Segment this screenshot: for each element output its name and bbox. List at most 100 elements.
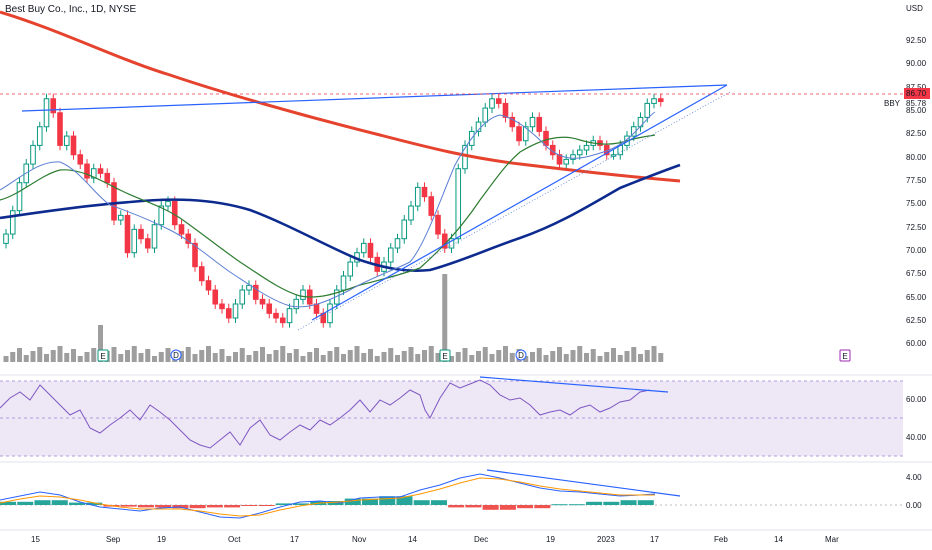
candle[interactable] xyxy=(90,168,97,179)
candle[interactable] xyxy=(50,98,57,114)
candle[interactable] xyxy=(144,238,151,249)
candle[interactable] xyxy=(178,224,185,235)
alert-label[interactable]: BBY xyxy=(884,99,901,108)
candle[interactable] xyxy=(360,242,367,254)
dividend-marker[interactable]: D xyxy=(170,349,182,361)
candle[interactable] xyxy=(63,135,70,146)
rsi-axis[interactable]: 60.00 40.00 xyxy=(906,395,927,442)
candle[interactable] xyxy=(225,308,232,319)
support-trendline[interactable] xyxy=(311,84,728,321)
candle[interactable] xyxy=(516,126,522,142)
candle[interactable] xyxy=(9,210,16,235)
candle[interactable] xyxy=(252,284,259,300)
candle[interactable] xyxy=(266,303,273,314)
candle[interactable] xyxy=(77,154,84,165)
candle[interactable] xyxy=(16,182,23,212)
earnings-marker[interactable]: E xyxy=(97,349,109,362)
candle[interactable] xyxy=(435,214,441,235)
dividend-marker[interactable]: D xyxy=(515,349,527,361)
candle[interactable] xyxy=(563,158,570,165)
candle[interactable] xyxy=(97,168,104,174)
candle[interactable] xyxy=(171,200,178,226)
candle[interactable] xyxy=(657,98,664,103)
candle[interactable] xyxy=(651,98,657,104)
candle[interactable] xyxy=(192,242,198,268)
candle[interactable] xyxy=(43,98,50,128)
candle[interactable] xyxy=(482,107,489,123)
time-axis[interactable]: 15 Sep 19 Oct 17 Nov 14 Dec 19 2023 17 F… xyxy=(31,535,839,544)
candle[interactable] xyxy=(198,266,205,282)
ma200-line[interactable] xyxy=(0,10,681,183)
candle[interactable] xyxy=(30,144,36,165)
candle[interactable] xyxy=(509,116,516,128)
candle[interactable] xyxy=(300,289,306,300)
macd-axis[interactable]: 4.00 0.00 xyxy=(906,473,922,510)
candle[interactable] xyxy=(347,261,354,277)
candle[interactable] xyxy=(327,303,333,324)
candle[interactable] xyxy=(138,228,144,240)
resistance-trendline[interactable] xyxy=(21,84,728,112)
macd-line[interactable] xyxy=(0,473,656,519)
candle[interactable] xyxy=(232,303,239,319)
candle[interactable] xyxy=(570,154,576,160)
candle[interactable] xyxy=(70,135,77,156)
candle[interactable] xyxy=(286,308,293,324)
candle[interactable] xyxy=(212,289,219,305)
candle[interactable] xyxy=(185,233,192,244)
candle[interactable] xyxy=(644,102,651,118)
candle[interactable] xyxy=(401,219,408,240)
candle[interactable] xyxy=(279,317,286,324)
candle[interactable] xyxy=(502,102,509,118)
candle[interactable] xyxy=(111,182,117,221)
ma10-line[interactable] xyxy=(0,111,656,308)
candle[interactable] xyxy=(117,214,124,221)
candle[interactable] xyxy=(36,126,43,146)
candle[interactable] xyxy=(455,168,462,240)
candle[interactable] xyxy=(84,163,90,179)
candle[interactable] xyxy=(529,116,536,128)
candle[interactable] xyxy=(421,186,428,198)
candle[interactable] xyxy=(165,200,171,207)
upcoming-earnings-marker[interactable]: E xyxy=(839,349,851,362)
candle[interactable] xyxy=(3,233,9,244)
candle[interactable] xyxy=(387,247,394,263)
candle[interactable] xyxy=(219,303,225,310)
candle[interactable] xyxy=(104,172,111,184)
candle[interactable] xyxy=(543,130,549,146)
candle[interactable] xyxy=(522,126,529,142)
candle[interactable] xyxy=(489,98,495,109)
candle[interactable] xyxy=(536,116,543,132)
candle[interactable] xyxy=(408,205,414,221)
candle[interactable] xyxy=(131,228,138,254)
candle[interactable] xyxy=(428,196,435,216)
candle[interactable] xyxy=(414,186,421,207)
candle[interactable] xyxy=(583,144,590,151)
candle[interactable] xyxy=(158,205,165,226)
rsi-line[interactable] xyxy=(0,379,651,449)
candle[interactable] xyxy=(475,121,482,132)
candle[interactable] xyxy=(57,112,63,146)
candle[interactable] xyxy=(495,98,502,104)
candle[interactable] xyxy=(313,303,320,314)
candle[interactable] xyxy=(293,298,300,310)
support-trendline-dotted[interactable] xyxy=(297,91,731,331)
candle[interactable] xyxy=(205,280,212,291)
candle[interactable] xyxy=(367,242,374,258)
ma50-line[interactable] xyxy=(0,163,681,272)
earnings-marker[interactable]: E xyxy=(439,349,451,362)
candle[interactable] xyxy=(239,289,246,305)
candle[interactable] xyxy=(124,214,131,254)
candle[interactable] xyxy=(246,284,252,291)
macd-divergence-line[interactable] xyxy=(486,469,681,497)
price-axis[interactable]: 92.50 90.00 87.50 85.00 82.50 80.00 77.5… xyxy=(906,36,927,348)
candle[interactable] xyxy=(151,224,158,249)
price-panel[interactable] xyxy=(0,0,903,375)
rsi-divergence-line[interactable] xyxy=(479,376,669,393)
candle[interactable] xyxy=(394,238,401,249)
candle[interactable] xyxy=(259,298,266,305)
chart-title[interactable]: Best Buy Co., Inc., 1D, NYSE xyxy=(5,4,137,15)
candle[interactable] xyxy=(273,312,279,319)
candle[interactable] xyxy=(576,149,583,156)
candle[interactable] xyxy=(448,238,455,249)
